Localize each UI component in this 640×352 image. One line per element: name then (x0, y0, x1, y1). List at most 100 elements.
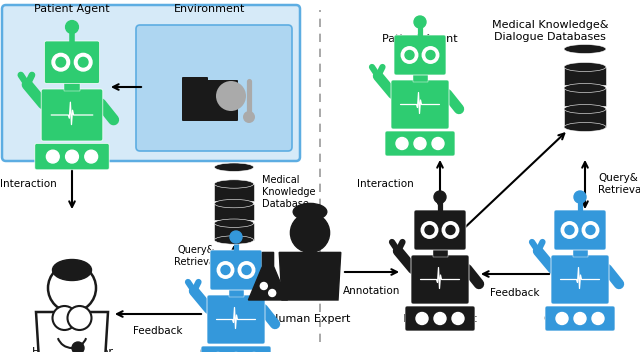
Circle shape (48, 264, 96, 312)
Circle shape (416, 313, 428, 325)
Circle shape (65, 21, 79, 33)
Circle shape (442, 222, 459, 238)
Circle shape (561, 222, 578, 238)
Text: Patient Agent: Patient Agent (382, 34, 458, 44)
Circle shape (426, 50, 435, 59)
Ellipse shape (564, 105, 606, 113)
Text: Human Doctor: Human Doctor (31, 347, 113, 352)
Circle shape (586, 226, 595, 234)
FancyBboxPatch shape (41, 89, 103, 141)
Circle shape (260, 283, 268, 289)
Circle shape (421, 222, 438, 238)
Circle shape (221, 265, 230, 275)
Circle shape (84, 150, 98, 163)
Text: Medical
Knowledge
Database: Medical Knowledge Database (262, 175, 316, 209)
Text: Interaction: Interaction (0, 179, 56, 189)
Bar (214, 223, 253, 240)
FancyBboxPatch shape (207, 295, 265, 344)
Circle shape (72, 342, 84, 352)
Circle shape (52, 54, 70, 71)
Text: Feedback: Feedback (490, 288, 540, 298)
FancyBboxPatch shape (414, 210, 466, 250)
Polygon shape (248, 252, 287, 300)
Circle shape (574, 313, 586, 325)
FancyBboxPatch shape (35, 143, 109, 170)
FancyBboxPatch shape (385, 131, 455, 156)
Circle shape (414, 138, 426, 150)
Ellipse shape (564, 83, 606, 93)
Text: Patient Agent: Patient Agent (34, 4, 110, 14)
Polygon shape (279, 252, 341, 300)
Circle shape (425, 226, 434, 234)
FancyBboxPatch shape (411, 255, 469, 304)
FancyBboxPatch shape (182, 80, 238, 121)
FancyBboxPatch shape (394, 35, 446, 75)
FancyBboxPatch shape (405, 306, 475, 331)
FancyBboxPatch shape (545, 306, 615, 331)
Bar (433, 248, 447, 257)
FancyBboxPatch shape (391, 80, 449, 129)
Bar (64, 81, 80, 91)
Ellipse shape (564, 44, 606, 54)
Bar (573, 248, 588, 257)
Circle shape (574, 191, 586, 203)
Circle shape (217, 262, 234, 278)
FancyBboxPatch shape (44, 41, 100, 83)
Circle shape (565, 226, 574, 234)
Text: Query&
Retrieval: Query& Retrieval (174, 245, 218, 267)
Text: Annotation: Annotation (343, 286, 401, 296)
Circle shape (242, 265, 251, 275)
Ellipse shape (214, 219, 253, 227)
FancyBboxPatch shape (554, 210, 606, 250)
Circle shape (405, 50, 414, 59)
Ellipse shape (564, 63, 606, 71)
Circle shape (401, 47, 418, 63)
FancyBboxPatch shape (136, 25, 292, 151)
Circle shape (238, 262, 255, 278)
FancyBboxPatch shape (201, 346, 271, 352)
Circle shape (396, 138, 408, 150)
Text: Medical Knowledge&
Dialogue Databases: Medical Knowledge& Dialogue Databases (492, 20, 608, 42)
Circle shape (422, 47, 439, 63)
Text: Query&
Retrieval: Query& Retrieval (598, 173, 640, 195)
Text: Feedback: Feedback (133, 326, 183, 336)
Circle shape (65, 150, 79, 163)
Ellipse shape (214, 180, 253, 188)
FancyBboxPatch shape (182, 77, 208, 88)
Circle shape (414, 16, 426, 28)
Circle shape (556, 313, 568, 325)
Text: Doctor Agent: Doctor Agent (403, 314, 477, 324)
Text: Human Expert: Human Expert (270, 314, 350, 324)
Ellipse shape (214, 199, 253, 208)
Circle shape (434, 313, 446, 325)
FancyBboxPatch shape (551, 255, 609, 304)
Circle shape (291, 213, 330, 252)
Circle shape (269, 289, 276, 296)
Circle shape (67, 306, 92, 330)
Text: Interaction: Interaction (356, 179, 413, 189)
Bar (564, 88, 606, 106)
Text: Coach Agent: Coach Agent (200, 347, 271, 352)
Bar (564, 109, 606, 127)
Circle shape (56, 57, 65, 67)
FancyBboxPatch shape (2, 5, 300, 161)
Circle shape (46, 150, 59, 163)
Circle shape (243, 111, 255, 123)
Polygon shape (36, 312, 108, 352)
Ellipse shape (564, 122, 606, 132)
Bar (413, 73, 428, 82)
Circle shape (432, 138, 444, 150)
Circle shape (434, 191, 446, 203)
Text: Coach Agent: Coach Agent (545, 314, 616, 324)
Circle shape (230, 231, 242, 243)
Bar (228, 288, 243, 297)
Circle shape (216, 81, 246, 111)
Circle shape (592, 313, 604, 325)
Circle shape (446, 226, 455, 234)
Bar (214, 184, 253, 201)
Ellipse shape (293, 203, 327, 220)
Circle shape (452, 313, 464, 325)
Circle shape (52, 306, 77, 330)
Ellipse shape (214, 163, 253, 171)
FancyBboxPatch shape (210, 250, 262, 290)
